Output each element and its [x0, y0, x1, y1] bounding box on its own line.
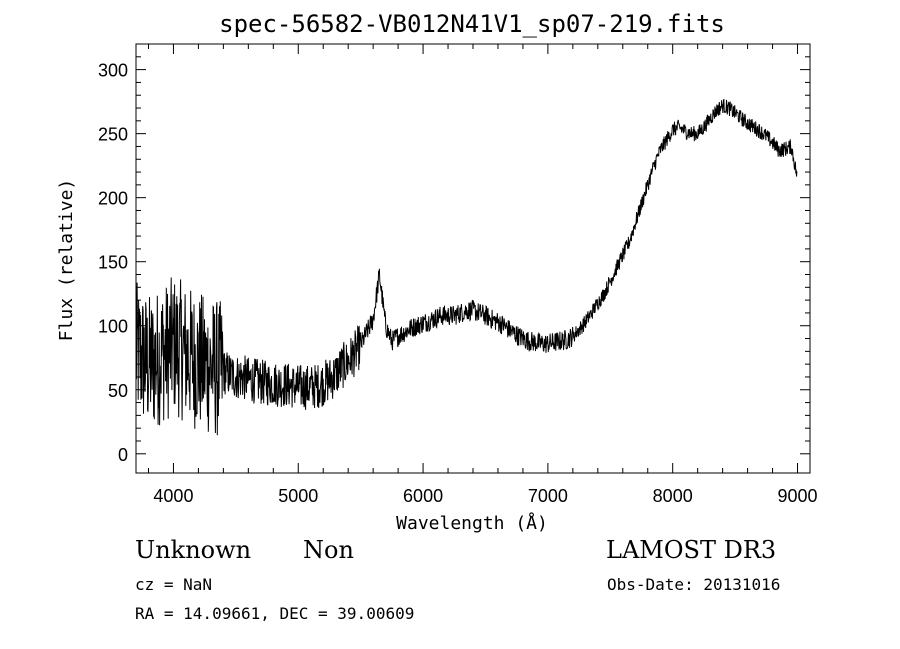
y-tick-label: 100	[98, 317, 128, 337]
axis-ticks	[136, 43, 810, 473]
x-tick-label: 4000	[153, 486, 193, 506]
axis-tick-labels: 4000 5000 6000 7000 8000 9000 0 50 100 150 200 250 3…	[98, 61, 818, 506]
object-subclass-label: Non	[303, 536, 354, 564]
y-axis-label: Flux (relative)	[56, 179, 77, 342]
redshift-readout: cz = NaN	[135, 575, 213, 594]
x-tick-label: 9000	[777, 486, 817, 506]
x-tick-label: 7000	[528, 486, 568, 506]
y-tick-label: 300	[98, 61, 128, 81]
y-tick-label: 150	[98, 253, 128, 273]
ra-dec-readout: RA = 14.09661, DEC = 39.00609	[135, 604, 415, 623]
y-tick-label: 50	[108, 381, 128, 401]
survey-label: LAMOST DR3	[606, 536, 777, 564]
x-tick-label: 5000	[278, 486, 318, 506]
y-tick-label: 0	[118, 445, 128, 465]
obs-date-readout: Obs-Date: 20131016	[607, 575, 781, 594]
spectrum-line	[135, 98, 798, 436]
x-tick-label: 8000	[653, 486, 693, 506]
y-tick-label: 200	[98, 189, 128, 209]
plot-frame	[135, 43, 811, 474]
x-axis-label: Wavelength (Å)	[396, 512, 548, 534]
y-tick-label: 250	[98, 125, 128, 145]
object-type-label: Unknown	[135, 536, 252, 564]
chart-title: spec-56582-VB012N41V1_sp07-219.fits	[219, 10, 725, 38]
x-tick-label: 6000	[403, 486, 443, 506]
